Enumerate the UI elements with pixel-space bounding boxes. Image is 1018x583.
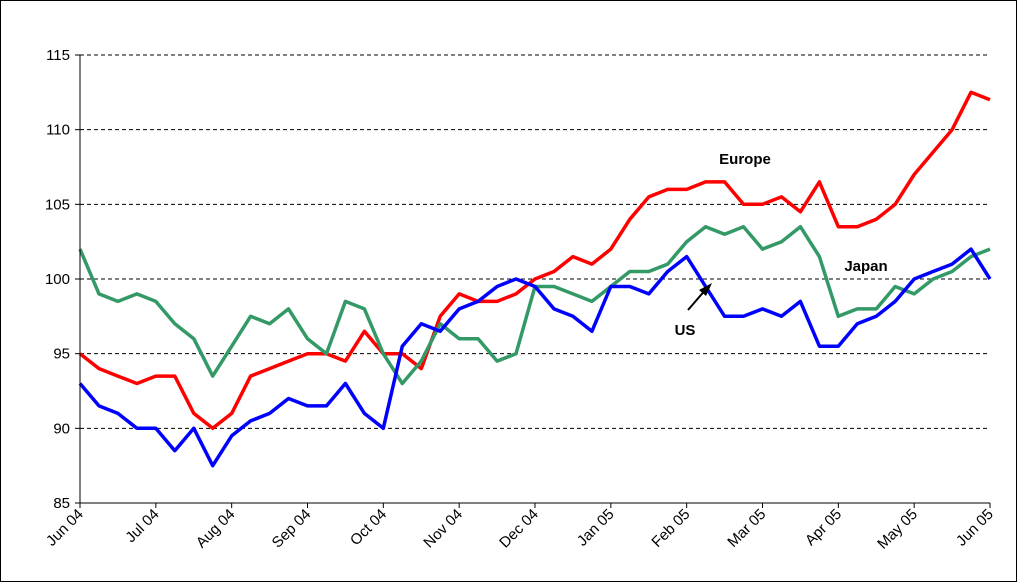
series-label: US: [675, 322, 696, 339]
plot-lines: [78, 90, 992, 468]
series-line: [78, 247, 992, 468]
series-line: [78, 90, 991, 431]
series-label: Europe: [719, 151, 771, 168]
annotation-arrowhead: [699, 283, 712, 296]
y-tick-label: 95: [53, 346, 70, 363]
series-label: Japan: [844, 258, 887, 275]
y-tick-label: 115: [46, 47, 70, 64]
y-tick-label: 90: [53, 420, 70, 437]
y-tick-label: 105: [45, 196, 70, 213]
y-tick-label: 85: [53, 495, 70, 512]
y-tick-label: 110: [46, 122, 70, 139]
y-tick-label: 100: [45, 271, 70, 288]
